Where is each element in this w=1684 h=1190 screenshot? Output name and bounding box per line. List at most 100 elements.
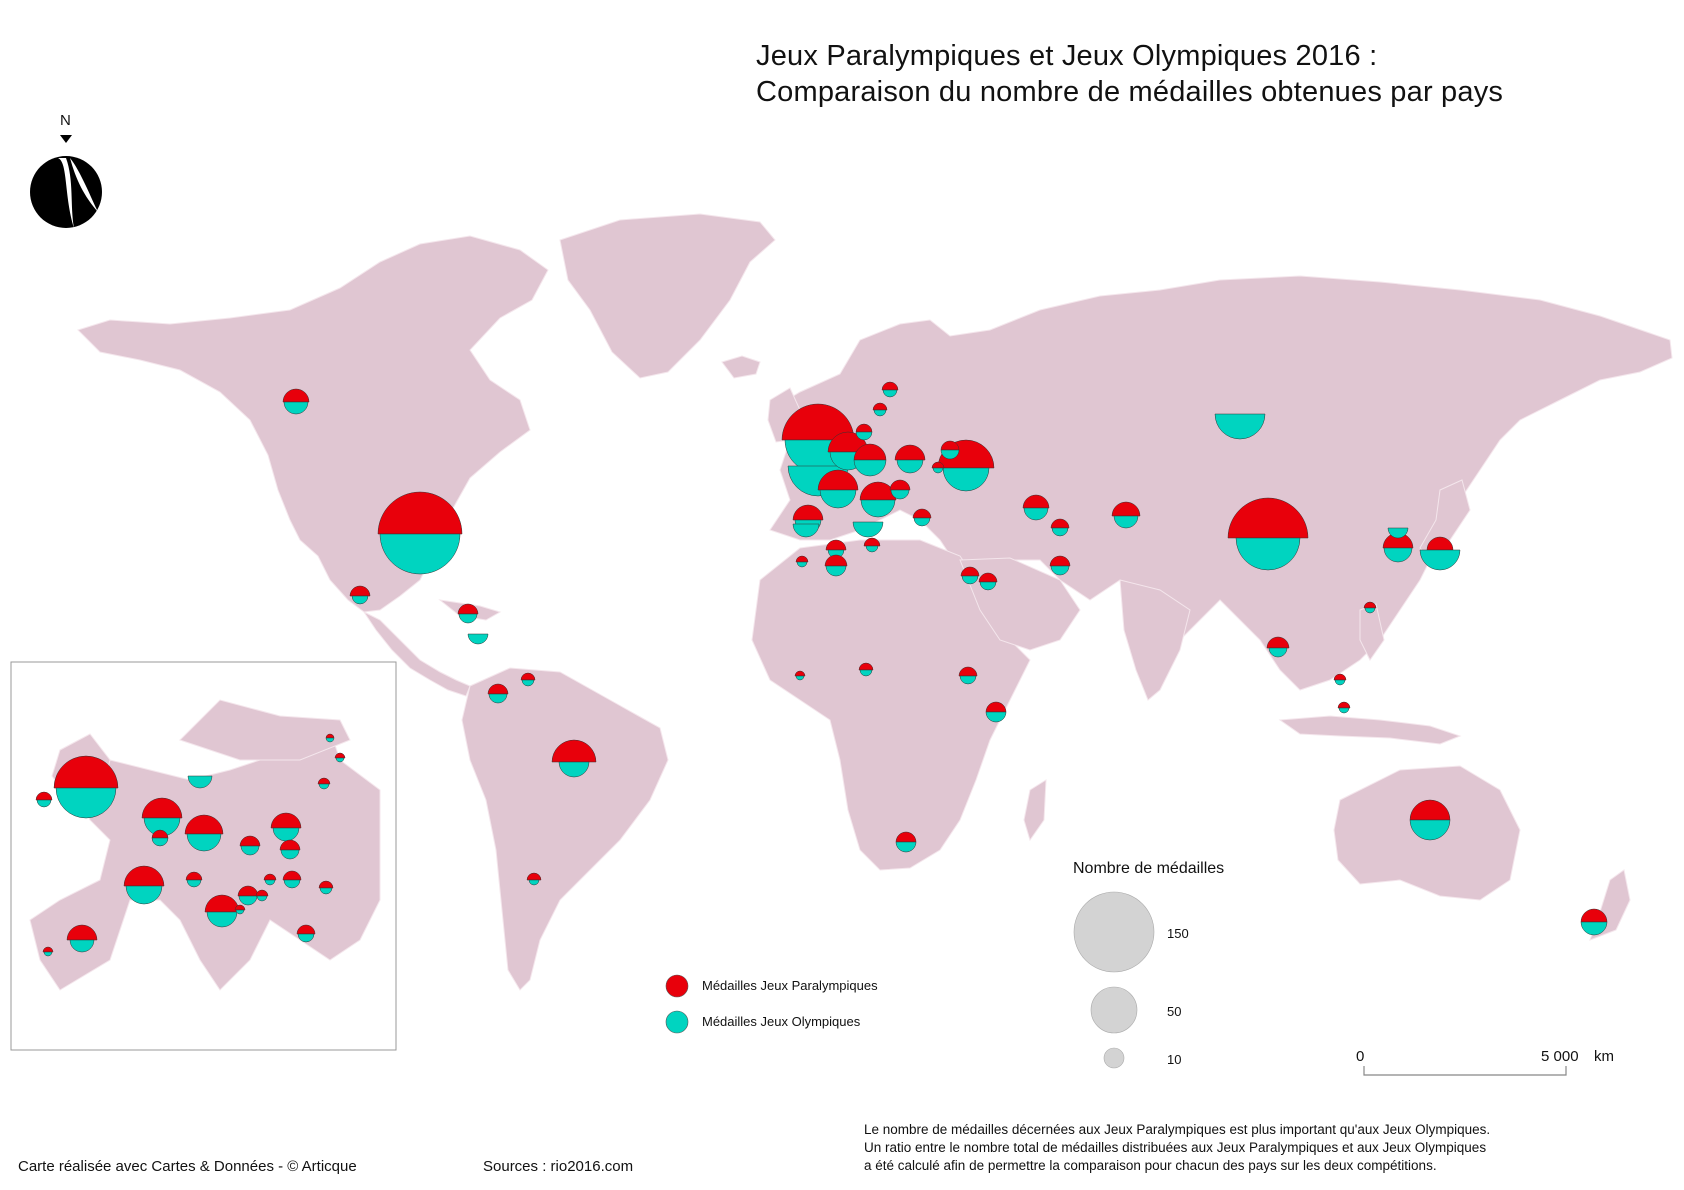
country-symbol [931,461,945,474]
olympic-half-circle [55,787,117,819]
paralympic-half-circle [1363,601,1377,609]
olympic-half-circle [558,761,590,778]
paralympic-half-circle [824,554,848,567]
paralympic-half-circle [1333,673,1347,681]
scale-bar-unit: km [1594,1048,1614,1065]
country-symbol [1419,536,1461,571]
inset-land-europe [29,729,381,991]
country-symbol [1049,555,1071,576]
country-symbol [239,835,261,856]
paralympic-half-circle [855,423,873,433]
paralympic-half-circle [1022,494,1050,509]
country-symbol [853,443,887,477]
olympic-half-circle [1113,515,1139,529]
olympic-half-circle [932,467,944,474]
paralympic-half-circle [1409,799,1451,821]
country-symbol [881,381,899,398]
country-symbol [1337,701,1351,714]
olympic-half-circle [825,565,847,577]
paralympic-half-circle [35,791,53,801]
olympic-half-circle [959,675,977,685]
map-title-line2: Comparaison du nombre de médailles obten… [756,76,1504,108]
paralympic-half-circle [457,603,479,615]
legend-olympic-label: Médailles Jeux Olympiques [702,1014,861,1029]
paralympic-half-circle [296,924,316,935]
paralympic-half-circle [1580,908,1608,923]
paralympic-half-circle [184,814,224,835]
paralympic-half-circle [520,672,536,681]
olympic-half-circle [940,449,960,460]
country-symbol [318,880,334,895]
country-symbol [1363,601,1377,614]
olympic-half-circle [1387,527,1409,539]
paralympic-half-circle [239,835,261,847]
paralympic-half-circle [551,739,597,763]
country-symbol [895,831,917,853]
paralympic-half-circle [1227,497,1309,539]
land-greenland [559,213,776,379]
country-symbol [978,572,998,591]
paralympic-half-circle [185,871,203,881]
olympic-half-circle [283,879,301,889]
country-symbol [263,873,277,886]
paralympic-half-circle [940,440,960,451]
olympic-half-circle [318,783,330,790]
legend-paralympic-label: Médailles Jeux Paralympiques [702,978,878,993]
olympic-half-circle [913,517,931,527]
country-symbol [1382,532,1414,563]
olympic-half-circle [1419,549,1461,571]
olympic-half-circle [256,895,268,902]
paralympic-half-circle [781,403,855,441]
olympic-half-circle [467,633,489,645]
country-symbol [1409,799,1451,841]
olympic-half-circle [283,401,309,415]
paralympic-half-circle [960,566,980,577]
paralympic-half-circle [282,870,302,881]
country-symbol [1387,527,1409,539]
olympic-half-circle [325,737,335,743]
paralympic-half-circle [858,662,874,671]
size-legend-circle-150 [1073,891,1155,973]
paralympic-half-circle [279,839,301,851]
paralympic-half-circle [894,444,926,461]
paralympic-half-circle [853,443,887,461]
olympic-half-circle [865,545,879,553]
country-symbol [852,521,884,538]
country-symbol [234,904,246,915]
olympic-half-circle [1050,565,1070,576]
inset-land-scandinavia [179,699,351,761]
paralympic-half-circle [889,479,911,491]
olympic-half-circle [1338,707,1350,714]
olympic-half-circle [528,879,540,886]
olympic-half-circle [238,895,258,906]
olympic-half-circle [979,581,997,591]
paralympic-half-circle [377,491,463,535]
country-symbol [940,440,960,460]
country-symbol [794,670,806,681]
paralympic-half-circle [270,812,302,829]
paralympic-half-circle [912,508,932,519]
country-symbol [377,491,463,575]
proportional-symbols [35,381,1608,957]
size-legend-circle-50 [1090,986,1138,1034]
country-symbol [35,791,53,808]
country-symbol [1227,497,1309,571]
olympic-half-circle [819,489,857,509]
olympic-half-circle [896,459,924,474]
land-africa [751,539,1031,871]
note-line1: Le nombre de médailles décernées aux Jeu… [864,1122,1491,1137]
country-symbol [792,523,820,538]
country-symbol [858,662,874,677]
land-south-america [461,667,669,991]
country-symbol [863,537,881,553]
land-indonesia [1278,715,1462,745]
paralympic-half-circle [978,572,998,583]
country-symbol [1050,518,1070,537]
paralympic-half-circle [318,880,334,889]
size-legend-value-150: 150 [1167,926,1189,941]
country-symbol [42,946,54,957]
olympic-half-circle [1580,921,1608,936]
olympic-half-circle [351,595,369,605]
size-legend-title: Nombre de médailles [1073,860,1225,877]
size-legend-circle-10 [1103,1047,1125,1069]
